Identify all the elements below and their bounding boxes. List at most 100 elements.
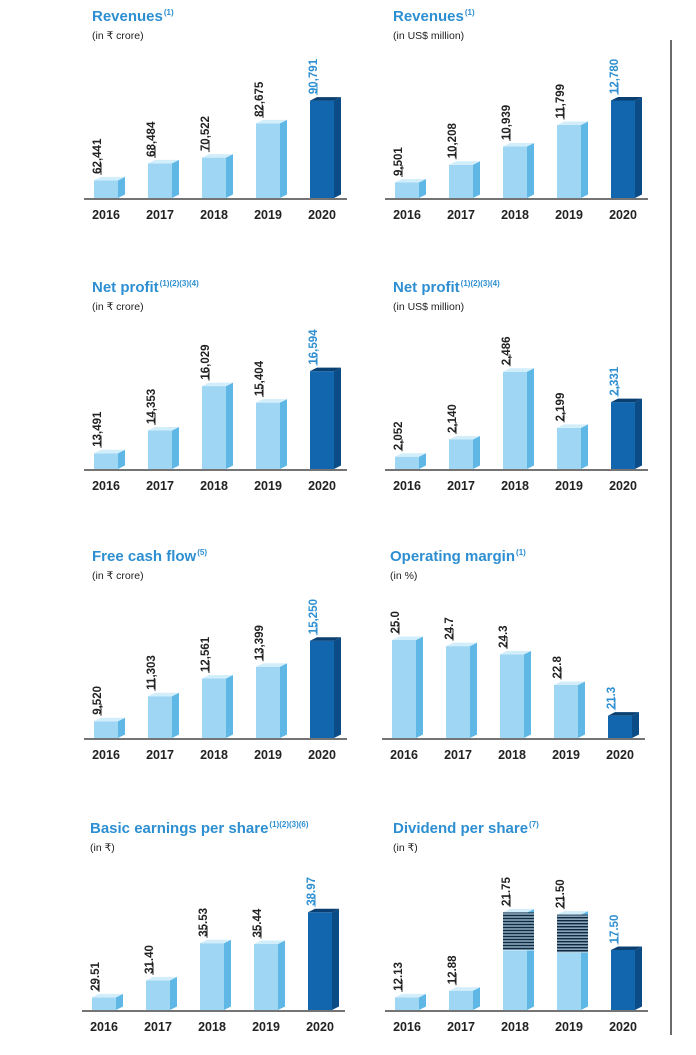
value-label: 2,199 <box>555 393 567 422</box>
category-label: 2020 <box>609 208 637 222</box>
bar-side <box>172 692 179 738</box>
bar-front <box>94 721 118 738</box>
bar-2016: 25.0 2016 <box>390 611 423 762</box>
bar-side <box>581 424 588 469</box>
bar-front <box>611 949 635 1010</box>
bar-side <box>632 712 639 738</box>
bar-top <box>392 636 423 640</box>
value-label: 9,501 <box>393 147 405 176</box>
value-label: 10,208 <box>447 123 459 159</box>
bar-top <box>310 97 341 101</box>
category-label: 2019 <box>254 208 282 222</box>
bar-2016: 9,501 2016 <box>393 147 426 222</box>
bar-top <box>503 368 534 372</box>
bar-top <box>554 681 585 685</box>
bar-2017: 12.88 2017 <box>447 955 480 1034</box>
bar-side <box>419 993 426 1010</box>
value-label: 62,441 <box>92 138 104 174</box>
value-label: 13,399 <box>254 625 266 660</box>
bar-2019: 15,404 2019 <box>254 360 287 493</box>
value-label: 82,675 <box>254 81 266 117</box>
bar-2016: 12.13 2016 <box>393 962 426 1034</box>
category-label: 2018 <box>200 479 228 493</box>
category-label: 2020 <box>609 479 637 493</box>
value-label: 11,303 <box>146 655 158 690</box>
bar-2020: 17.50 2020 <box>609 915 642 1034</box>
bar-2016: 29.51 2016 <box>90 962 123 1034</box>
bar-top <box>449 987 480 991</box>
category-label: 2017 <box>146 479 174 493</box>
bar-front <box>395 997 419 1010</box>
chart-plot: 29.51 2016 31.40 2017 35.53 2018 35.44 2019 38.9… <box>82 877 345 1034</box>
value-label: 24.3 <box>498 625 510 647</box>
chart-net-profit-inr: Net profit(1)(2)(3)(4) (in ₹ crore) 13,4… <box>84 279 382 514</box>
category-label: 2016 <box>393 479 421 493</box>
bar-2016: 62,441 2016 <box>92 138 125 222</box>
bar-top <box>256 663 287 667</box>
category-label: 2018 <box>198 1020 226 1034</box>
bar-2019: 22.8 2019 <box>552 656 585 762</box>
bar-front <box>503 146 527 198</box>
value-label: 29.51 <box>90 962 102 991</box>
bar-top <box>611 97 642 101</box>
category-label: 2016 <box>393 1020 421 1034</box>
bar-2016: 2,052 2016 <box>393 421 426 493</box>
category-label: 2020 <box>609 1020 637 1034</box>
bar-side <box>416 636 423 738</box>
bar-side <box>635 97 642 198</box>
value-label: 35.53 <box>198 908 210 937</box>
bar-front <box>94 180 118 198</box>
bar-side <box>278 940 285 1010</box>
chart-title: Net profit(1)(2)(3)(4) <box>92 279 199 296</box>
category-label: 2017 <box>447 208 475 222</box>
category-label: 2020 <box>606 748 634 762</box>
bar-side <box>226 154 233 198</box>
bar-top <box>256 119 287 124</box>
value-label: 22.8 <box>552 656 564 679</box>
bar-side <box>524 650 531 738</box>
bar-front <box>146 980 170 1010</box>
bar-top <box>557 121 588 126</box>
bar-side <box>118 176 125 198</box>
bar-front <box>310 640 334 738</box>
bar-front <box>202 678 226 738</box>
bar-2020: 2,331 2020 <box>609 366 642 493</box>
category-label: 2018 <box>498 748 526 762</box>
value-label: 38.97 <box>306 877 318 906</box>
value-label: 16,594 <box>308 329 320 365</box>
chart-title: Operating margin(1) <box>390 548 526 565</box>
bar-2017: 14,353 2017 <box>146 389 179 493</box>
chart-plot: 13,491 2016 14,353 2017 16,029 2018 15,404 2019… <box>84 329 347 493</box>
bar-side <box>116 993 123 1010</box>
bar-front <box>449 990 473 1010</box>
bar-front <box>202 386 226 469</box>
category-label: 2019 <box>555 208 583 222</box>
bar-2017: 11,303 2017 <box>146 655 179 762</box>
bar-front <box>557 427 581 469</box>
category-label: 2020 <box>306 1020 334 1034</box>
bar-top <box>308 908 339 913</box>
bar-front <box>200 943 224 1010</box>
bar-2020: 90,791 2020 <box>308 58 341 222</box>
bar-side <box>280 399 287 469</box>
bar-side <box>226 382 233 469</box>
bar-front <box>256 402 280 469</box>
bar-side <box>172 426 179 469</box>
bar-side <box>118 449 125 469</box>
bar-front <box>254 944 278 1010</box>
category-label: 2018 <box>501 1020 529 1034</box>
bar-side <box>280 663 287 738</box>
bar-2018: 24.3 2018 <box>498 625 531 762</box>
bar-2017: 31.40 2017 <box>144 945 177 1034</box>
value-label: 2,052 <box>393 421 405 450</box>
chart-unit: (in ₹ crore) <box>92 570 144 582</box>
category-label: 2019 <box>552 748 580 762</box>
category-label: 2017 <box>146 748 174 762</box>
chart-title: Dividend per share(7) <box>393 820 539 837</box>
category-label: 2016 <box>92 748 120 762</box>
bar-2017: 10,208 2017 <box>447 123 480 222</box>
value-label: 16,029 <box>200 344 212 379</box>
bar-top <box>557 911 588 915</box>
bar-front <box>148 163 172 198</box>
category-label: 2016 <box>393 208 421 222</box>
